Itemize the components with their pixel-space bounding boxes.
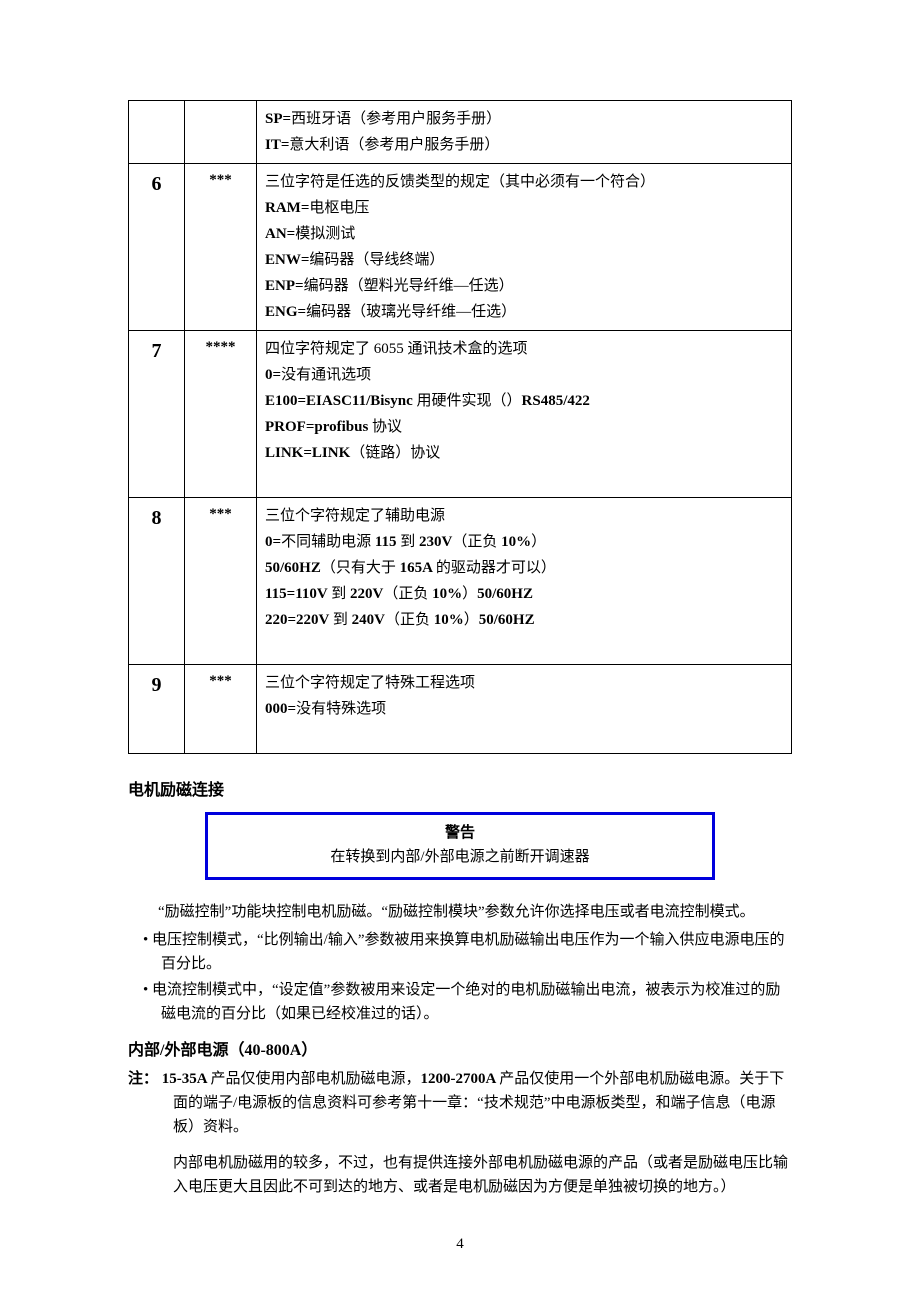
row-index [129,101,185,164]
table-row: 8***三位个字符规定了辅助电源0=不同辅助电源 115 到 230V（正负 1… [129,498,792,665]
desc-line: 220=220V 到 240V（正负 10%）50/60HZ [265,608,783,632]
spec-table: SP=西班牙语（参考用户服务手册）IT=意大利语（参考用户服务手册）6***三位… [128,100,792,754]
row-index: 7 [129,331,185,498]
desc-line: ENP=编码器（塑料光导纤维—任选） [265,274,783,298]
row-description: SP=西班牙语（参考用户服务手册）IT=意大利语（参考用户服务手册） [257,101,792,164]
desc-line: AN=模拟测试 [265,222,783,246]
table-row: 7****四位字符规定了 6055 通讯技术盒的选项0=没有通讯选项E100=E… [129,331,792,498]
desc-line: 115=110V 到 220V（正负 10%）50/60HZ [265,582,783,606]
note-body-1: 注： 15-35A 产品仅使用内部电机励磁电源，1200-2700A 产品仅使用… [128,1067,792,1139]
table-row: 9***三位个字符规定了特殊工程选项000=没有特殊选项 [129,665,792,754]
list-item: 电压控制模式，“比例输出/输入”参数被用来换算电机励磁输出电压作为一个输入供应电… [128,928,792,976]
row-stars: *** [185,164,257,331]
desc-line: IT=意大利语（参考用户服务手册） [265,133,783,157]
row-stars: *** [185,498,257,665]
row-stars: **** [185,331,257,498]
desc-line: 0=不同辅助电源 115 到 230V（正负 10%） [265,530,783,554]
row-description: 三位字符是任选的反馈类型的规定（其中必须有一个符合）RAM=电枢电压AN=模拟测… [257,164,792,331]
row-stars: *** [185,665,257,754]
row-description: 三位个字符规定了特殊工程选项000=没有特殊选项 [257,665,792,754]
row-description: 四位字符规定了 6055 通讯技术盒的选项0=没有通讯选项E100=EIASC1… [257,331,792,498]
desc-line: 50/60HZ（只有大于 165A 的驱动器才可以） [265,556,783,580]
intro-paragraph: “励磁控制”功能块控制电机励磁。“励磁控制模块”参数允许你选择电压或者电流控制模… [128,900,792,924]
desc-line: SP=西班牙语（参考用户服务手册） [265,107,783,131]
row-stars [185,101,257,164]
page-number: 4 [0,1232,920,1256]
desc-line: 四位字符规定了 6055 通讯技术盒的选项 [265,337,783,361]
row-index: 9 [129,665,185,754]
table-row: 6***三位字符是任选的反馈类型的规定（其中必须有一个符合）RAM=电枢电压AN… [129,164,792,331]
desc-line: PROF=profibus 协议 [265,415,783,439]
warning-title: 警告 [220,821,700,845]
desc-line: 000=没有特殊选项 [265,697,783,721]
warning-body: 在转换到内部/外部电源之前断开调速器 [220,845,700,869]
sub-heading-internal-external: 内部/外部电源（40-800A） [128,1038,792,1064]
warning-box: 警告 在转换到内部/外部电源之前断开调速器 [205,812,715,880]
desc-line: 三位字符是任选的反馈类型的规定（其中必须有一个符合） [265,170,783,194]
note-body-2: 内部电机励磁用的较多，不过，也有提供连接外部电机励磁电源的产品（或者是励磁电压比… [128,1151,792,1199]
desc-line: ENW=编码器（导线终端） [265,248,783,272]
desc-line: 三位个字符规定了辅助电源 [265,504,783,528]
row-index: 8 [129,498,185,665]
row-index: 6 [129,164,185,331]
desc-line: 0=没有通讯选项 [265,363,783,387]
mode-bullet-list: 电压控制模式，“比例输出/输入”参数被用来换算电机励磁输出电压作为一个输入供应电… [128,928,792,1026]
desc-line: RAM=电枢电压 [265,196,783,220]
desc-line: LINK=LINK（链路）协议 [265,441,783,465]
table-row: SP=西班牙语（参考用户服务手册）IT=意大利语（参考用户服务手册） [129,101,792,164]
desc-line: 三位个字符规定了特殊工程选项 [265,671,783,695]
note-block: 注： 15-35A 产品仅使用内部电机励磁电源，1200-2700A 产品仅使用… [128,1067,792,1199]
list-item: 电流控制模式中，“设定值”参数被用来设定一个绝对的电机励磁输出电流，被表示为校准… [128,978,792,1026]
row-description: 三位个字符规定了辅助电源0=不同辅助电源 115 到 230V（正负 10%）5… [257,498,792,665]
section-heading-motor-field: 电机励磁连接 [128,778,792,804]
desc-line: E100=EIASC11/Bisync 用硬件实现（）RS485/422 [265,389,783,413]
desc-line: ENG=编码器（玻璃光导纤维—任选） [265,300,783,324]
